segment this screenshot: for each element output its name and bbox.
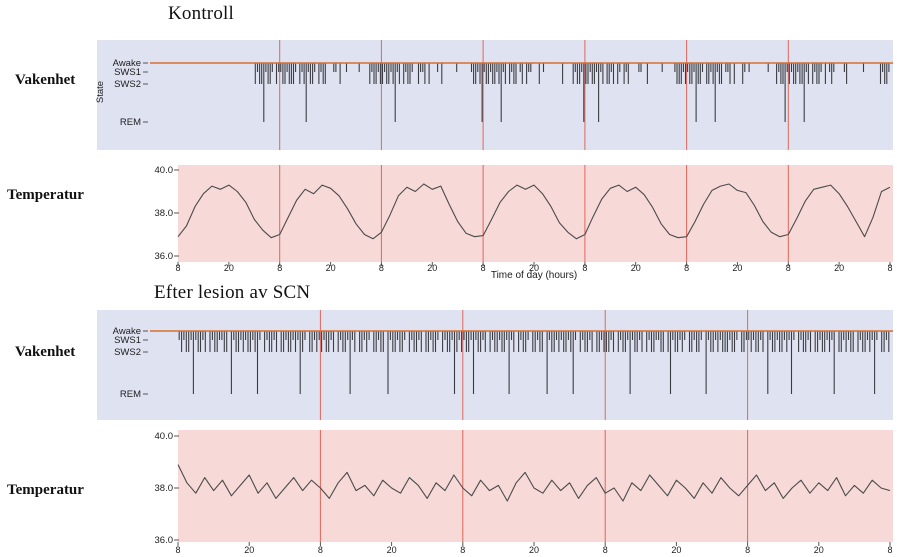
x-tick-label: 8 — [603, 545, 608, 555]
row-label-wakefulness-lesion: Vakenhet — [15, 344, 76, 360]
state-label: REM — [120, 117, 141, 128]
y-axis-label: State — [95, 81, 106, 103]
lesion_temperature: 40.038.036.08 20 8 20 8 20 8 20 8 20 8 — [155, 430, 893, 555]
section-heading-control: Kontroll — [168, 3, 234, 24]
state-label: SWS2 — [114, 347, 141, 358]
x-tick-label: 20 — [244, 545, 254, 555]
x-tick-label: 20 — [671, 545, 681, 555]
section-heading-lesion: Efter lesion av SCN — [154, 282, 311, 303]
x-tick-label: 20 — [224, 263, 234, 273]
y-tick-label: 38.0 — [155, 483, 174, 494]
hypnogram-background — [97, 40, 893, 150]
x-tick-label: 8 — [745, 545, 750, 555]
x-tick-label: 20 — [814, 545, 824, 555]
x-tick-label: 8 — [481, 263, 486, 273]
state-label: SWS1 — [114, 335, 141, 346]
state-label: SWS1 — [114, 67, 141, 78]
x-tick-label: 8 — [175, 545, 180, 555]
hypnogram-background — [97, 310, 893, 420]
x-tick-label: 20 — [631, 263, 641, 273]
x-tick-label: 8 — [277, 263, 282, 273]
x-tick-label: 8 — [318, 545, 323, 555]
x-tick-label: 20 — [529, 545, 539, 555]
x-tick-label: 8 — [786, 263, 791, 273]
x-tick-label: 8 — [684, 263, 689, 273]
x-tick-label: 20 — [529, 263, 539, 273]
x-tick-label: 8 — [379, 263, 384, 273]
state-label: SWS2 — [114, 79, 141, 90]
x-tick-label: 20 — [834, 263, 844, 273]
temperature-trace — [177, 183, 891, 240]
state-label: REM — [120, 389, 141, 400]
temperature-trace — [177, 464, 891, 502]
temperature-background — [178, 165, 893, 262]
x-tick-label: 20 — [387, 545, 397, 555]
x-tick-label: 20 — [326, 263, 336, 273]
x-tick-label: 8 — [175, 263, 180, 273]
y-tick-label: 40.0 — [155, 431, 174, 442]
y-tick-label: 40.0 — [155, 165, 174, 176]
x-tick-label: 8 — [887, 263, 892, 273]
sleep-state-strokes — [254, 63, 890, 122]
x-tick-label: 20 — [732, 263, 742, 273]
x-tick-label: 8 — [460, 545, 465, 555]
temperature-background — [178, 430, 893, 542]
row-label-wakefulness-control: Vakenhet — [15, 72, 76, 88]
state-label: Awake — [113, 326, 141, 337]
y-tick-label: 36.0 — [155, 251, 174, 262]
x-axis-label: Time of day (hours) — [491, 270, 577, 281]
y-tick-label: 36.0 — [155, 535, 174, 546]
row-label-temperature-control: Temperatur — [7, 187, 84, 203]
state-label: Awake — [113, 58, 141, 69]
x-tick-label: 20 — [427, 263, 437, 273]
x-tick-label: 8 — [582, 263, 587, 273]
x-tick-label: 8 — [887, 545, 892, 555]
row-label-temperature-lesion: Temperatur — [7, 482, 84, 498]
sleep-state-strokes — [178, 331, 890, 394]
y-tick-label: 38.0 — [155, 208, 174, 219]
